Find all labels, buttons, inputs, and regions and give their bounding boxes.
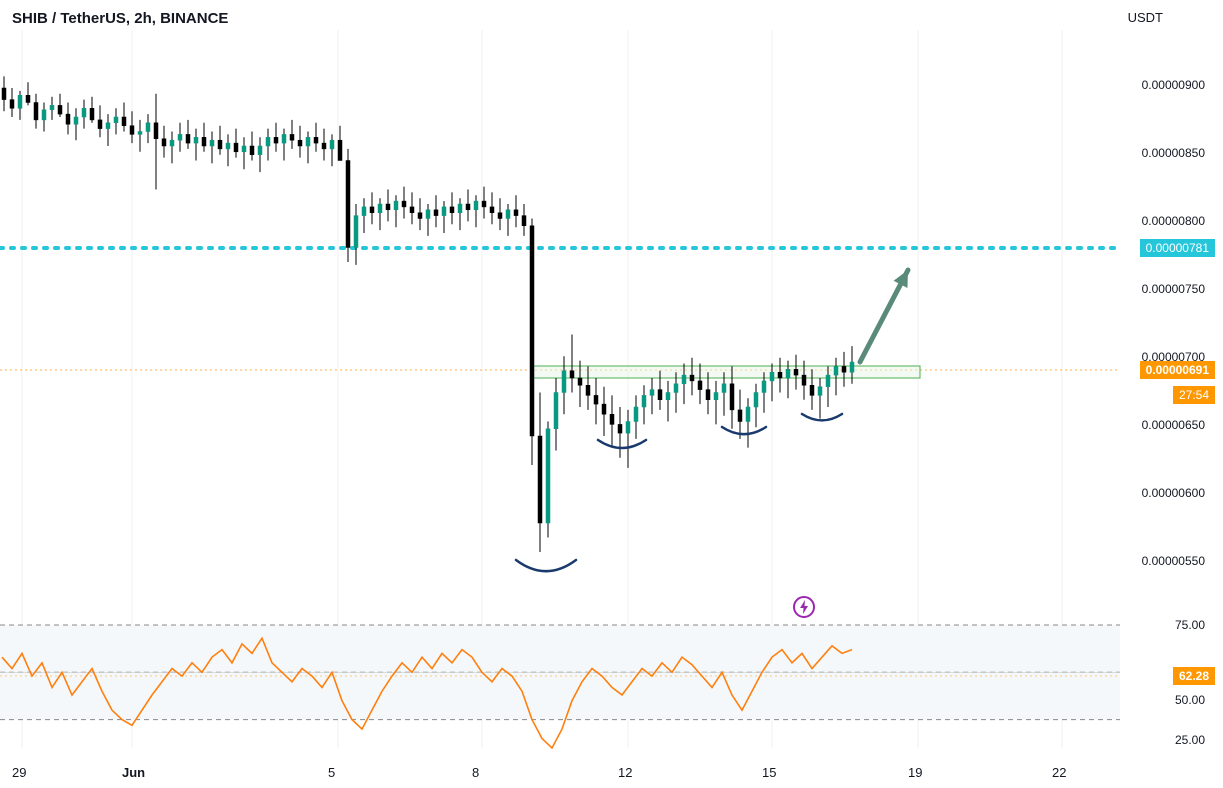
time-axis-label: 29 [12, 765, 26, 780]
price-axis-label: 0.00000600 [1142, 486, 1205, 500]
time-axis-label: 22 [1052, 765, 1066, 780]
time-axis-label: 15 [762, 765, 776, 780]
price-axis-label: 0.00000550 [1142, 554, 1205, 568]
price-axis-label: 0.00000750 [1142, 282, 1205, 296]
rsi-axis-label: 50.00 [1175, 693, 1205, 707]
rsi-axis-label: 25.00 [1175, 733, 1205, 747]
time-axis-label: 8 [472, 765, 479, 780]
price-axis-label: 0.00000800 [1142, 214, 1205, 228]
dotted-price-badge: 0.00000781 [1140, 239, 1215, 257]
price-axis-label: 0.00000650 [1142, 418, 1205, 432]
rsi-axis-label: 75.00 [1175, 618, 1205, 632]
rsi-value-badge: 62.28 [1173, 667, 1215, 685]
price-chart-svg [0, 0, 1223, 788]
time-axis-label: 5 [328, 765, 335, 780]
time-axis-label: 12 [618, 765, 632, 780]
current-price-badge: 0.00000691 [1140, 361, 1215, 379]
price-axis-label: 0.00000850 [1142, 146, 1205, 160]
flash-icon[interactable] [793, 596, 815, 618]
time-axis-label: Jun [122, 765, 145, 780]
countdown-badge: 27:54 [1173, 386, 1215, 404]
price-axis-label: 0.00000900 [1142, 78, 1205, 92]
time-axis-label: 19 [908, 765, 922, 780]
